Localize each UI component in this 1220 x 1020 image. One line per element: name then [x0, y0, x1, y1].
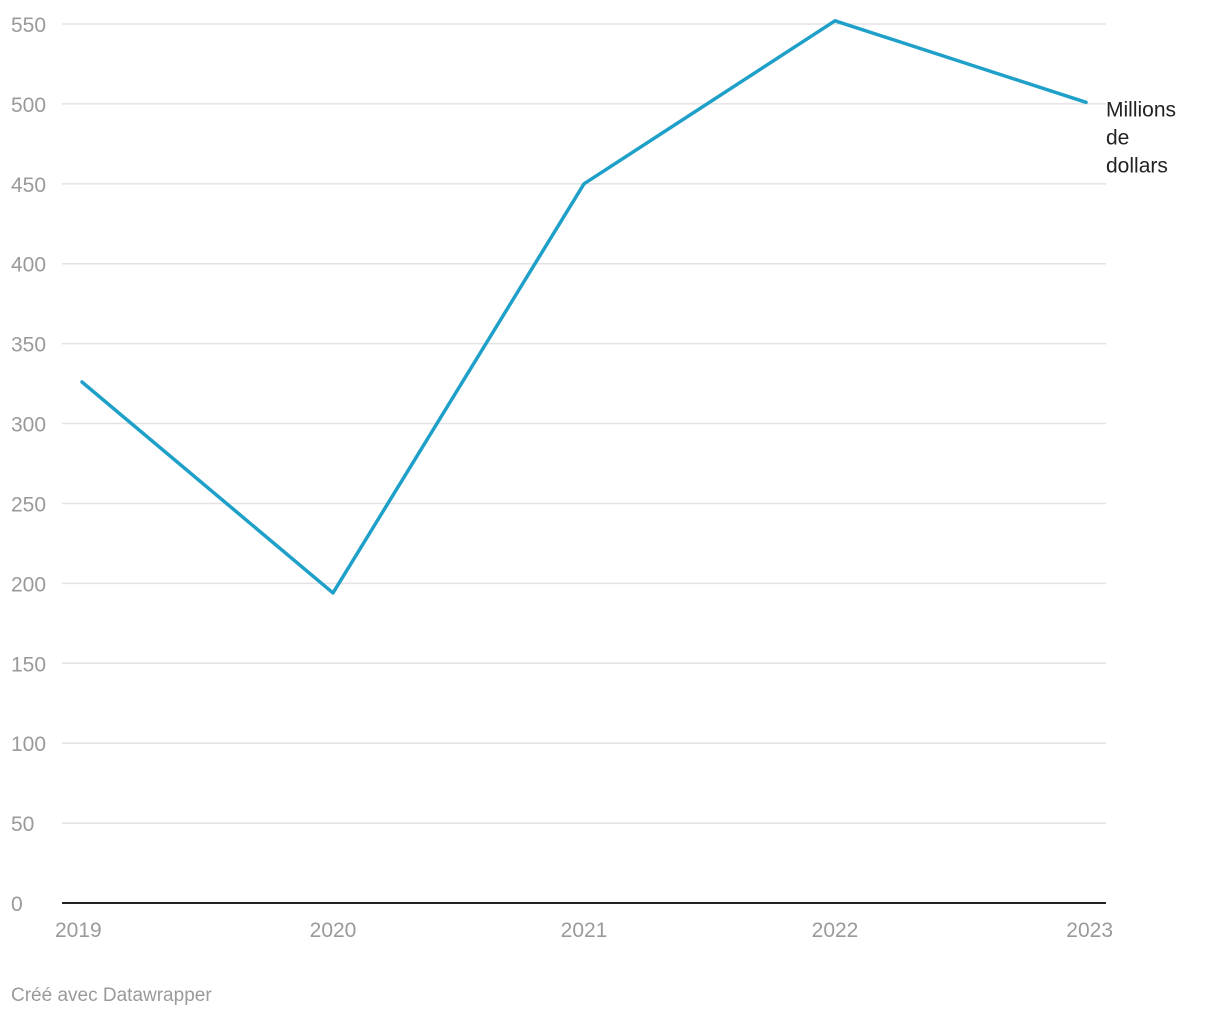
series-label-line: dollars	[1106, 154, 1168, 177]
gridlines	[62, 23, 1106, 824]
y-tick-label: 350	[11, 334, 46, 357]
series-label-line: Millions	[1106, 98, 1176, 121]
series-layer	[80, 19, 1088, 595]
y-tick-label: 450	[11, 174, 46, 197]
series-label: Millions de dollars	[1106, 98, 1176, 177]
y-tick-label: 550	[11, 14, 46, 37]
y-tick-label: 500	[11, 94, 46, 117]
x-tick-label: 2023	[1066, 919, 1113, 942]
y-tick-label: 200	[11, 573, 46, 596]
data-point	[1084, 100, 1088, 104]
data-point	[331, 591, 335, 595]
data-point	[582, 182, 586, 186]
y-tick-label: 400	[11, 254, 46, 277]
x-tick-label: 2020	[310, 919, 357, 942]
x-tick-label: 2019	[55, 919, 102, 942]
data-point	[833, 19, 837, 23]
data-point	[80, 380, 84, 384]
series-line	[80, 19, 1088, 595]
y-tick-label: 0	[11, 893, 23, 916]
y-tick-label: 250	[11, 493, 46, 516]
x-tick-label: 2021	[561, 919, 608, 942]
y-tick-label: 100	[11, 733, 46, 756]
y-tick-label: 300	[11, 414, 46, 437]
credit-text: Créé avec Datawrapper	[11, 985, 212, 1006]
y-tick-label: 50	[11, 813, 34, 836]
x-axis-ticks: 2019 2020 2021 2022 2023	[55, 919, 1113, 942]
x-tick-label: 2022	[812, 919, 859, 942]
series-label-line: de	[1106, 126, 1129, 149]
y-axis-ticks: 0 50 100 150 200 250 300 350 400 450 500 550	[11, 14, 46, 916]
y-tick-label: 150	[11, 653, 46, 676]
